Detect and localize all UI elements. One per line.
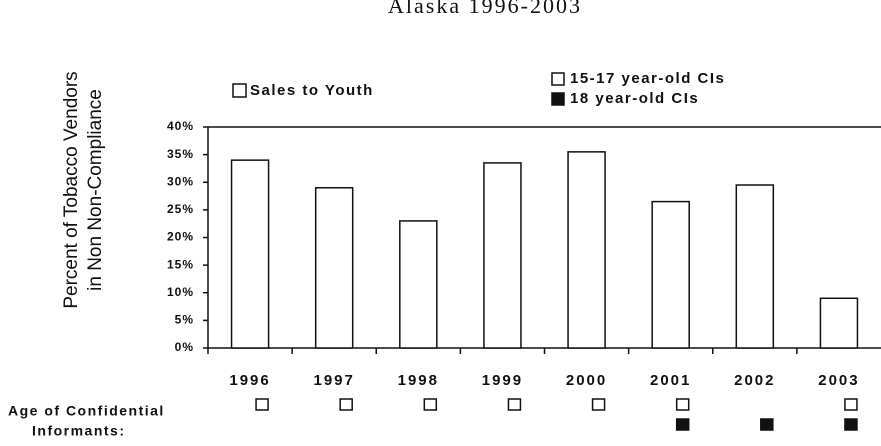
y-tick-label: 20% — [167, 230, 194, 244]
y-axis-label: Percent of Tobacco Vendors — [61, 71, 82, 308]
x-tick-label: 2002 — [734, 372, 775, 389]
informant-marker — [339, 398, 353, 411]
y-tick-label: 30% — [167, 174, 194, 188]
informant-label: Informants: — [32, 423, 126, 439]
x-tick-label: 1997 — [314, 372, 355, 389]
bar — [230, 159, 270, 349]
bar — [314, 187, 354, 349]
legend-label: 18 year-old CIs — [570, 90, 699, 107]
y-tick-label: 0% — [175, 340, 194, 354]
legend-swatch — [551, 72, 565, 86]
legend-swatch — [551, 92, 565, 106]
bar — [651, 200, 690, 349]
bar — [399, 220, 438, 349]
y-tick-label: 25% — [167, 202, 194, 216]
informant-marker — [675, 398, 690, 411]
y-tick-label: 5% — [175, 313, 194, 327]
informant-marker — [423, 398, 438, 411]
x-tick-label: 2001 — [650, 372, 691, 389]
x-tick-label: 1998 — [398, 372, 439, 389]
bar — [483, 162, 522, 349]
informant-marker — [844, 418, 858, 431]
bar — [567, 151, 606, 349]
y-tick-label: 10% — [167, 285, 194, 299]
x-tick-label: 2000 — [566, 372, 607, 389]
informant-marker — [507, 398, 522, 411]
y-tick-label: 40% — [167, 119, 194, 133]
chart-title: Alaska 1996-2003 — [388, 0, 582, 18]
informant-label: Age of Confidential — [8, 403, 165, 419]
y-tick-label: 35% — [167, 147, 194, 161]
bar — [735, 184, 775, 349]
x-tick-label: 2003 — [818, 372, 859, 389]
y-axis-label: in Non Non-Compliance — [85, 89, 106, 291]
legend-swatch — [232, 83, 247, 98]
bar — [819, 297, 859, 349]
informant-marker — [760, 418, 774, 431]
x-tick-label: 1996 — [229, 372, 270, 389]
x-tick-label: 1999 — [482, 372, 523, 389]
y-tick-label: 15% — [167, 257, 194, 271]
informant-marker — [255, 398, 269, 411]
informant-marker — [844, 398, 858, 411]
legend-label: 15-17 year-old CIs — [570, 70, 725, 87]
informant-marker — [675, 418, 690, 431]
legend-label: Sales to Youth — [250, 82, 374, 99]
informant-marker — [591, 398, 606, 411]
